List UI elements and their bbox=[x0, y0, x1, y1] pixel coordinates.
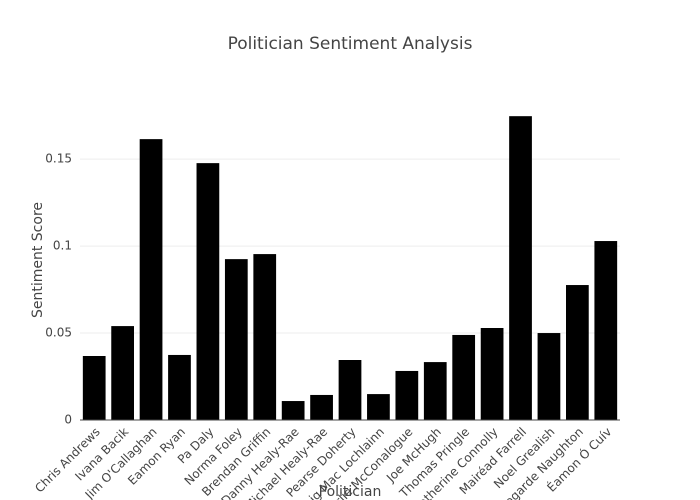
bar bbox=[139, 139, 163, 420]
bar bbox=[423, 362, 447, 420]
bar bbox=[367, 394, 390, 420]
bar bbox=[537, 333, 561, 420]
bar bbox=[338, 360, 362, 420]
bar bbox=[310, 394, 333, 420]
bar bbox=[82, 356, 106, 420]
y-axis-title: Sentiment Score bbox=[30, 202, 46, 318]
bar bbox=[566, 285, 589, 420]
bar bbox=[281, 401, 305, 420]
x-axis-title: Politician bbox=[319, 484, 382, 500]
y-tick-label: 0.05 bbox=[45, 326, 72, 340]
bar bbox=[509, 116, 532, 420]
y-tick-label: 0 bbox=[64, 413, 72, 427]
bar bbox=[480, 328, 504, 420]
bar bbox=[111, 326, 134, 420]
bar bbox=[452, 334, 476, 420]
y-tick-label: 0.1 bbox=[53, 239, 72, 253]
bar bbox=[168, 354, 191, 420]
y-tick-label: 0.15 bbox=[45, 152, 72, 166]
chart-title: Politician Sentiment Analysis bbox=[228, 34, 473, 54]
bar bbox=[224, 259, 248, 420]
bar bbox=[395, 370, 419, 420]
bar bbox=[594, 241, 618, 420]
bar bbox=[196, 163, 220, 420]
bar bbox=[253, 254, 277, 420]
